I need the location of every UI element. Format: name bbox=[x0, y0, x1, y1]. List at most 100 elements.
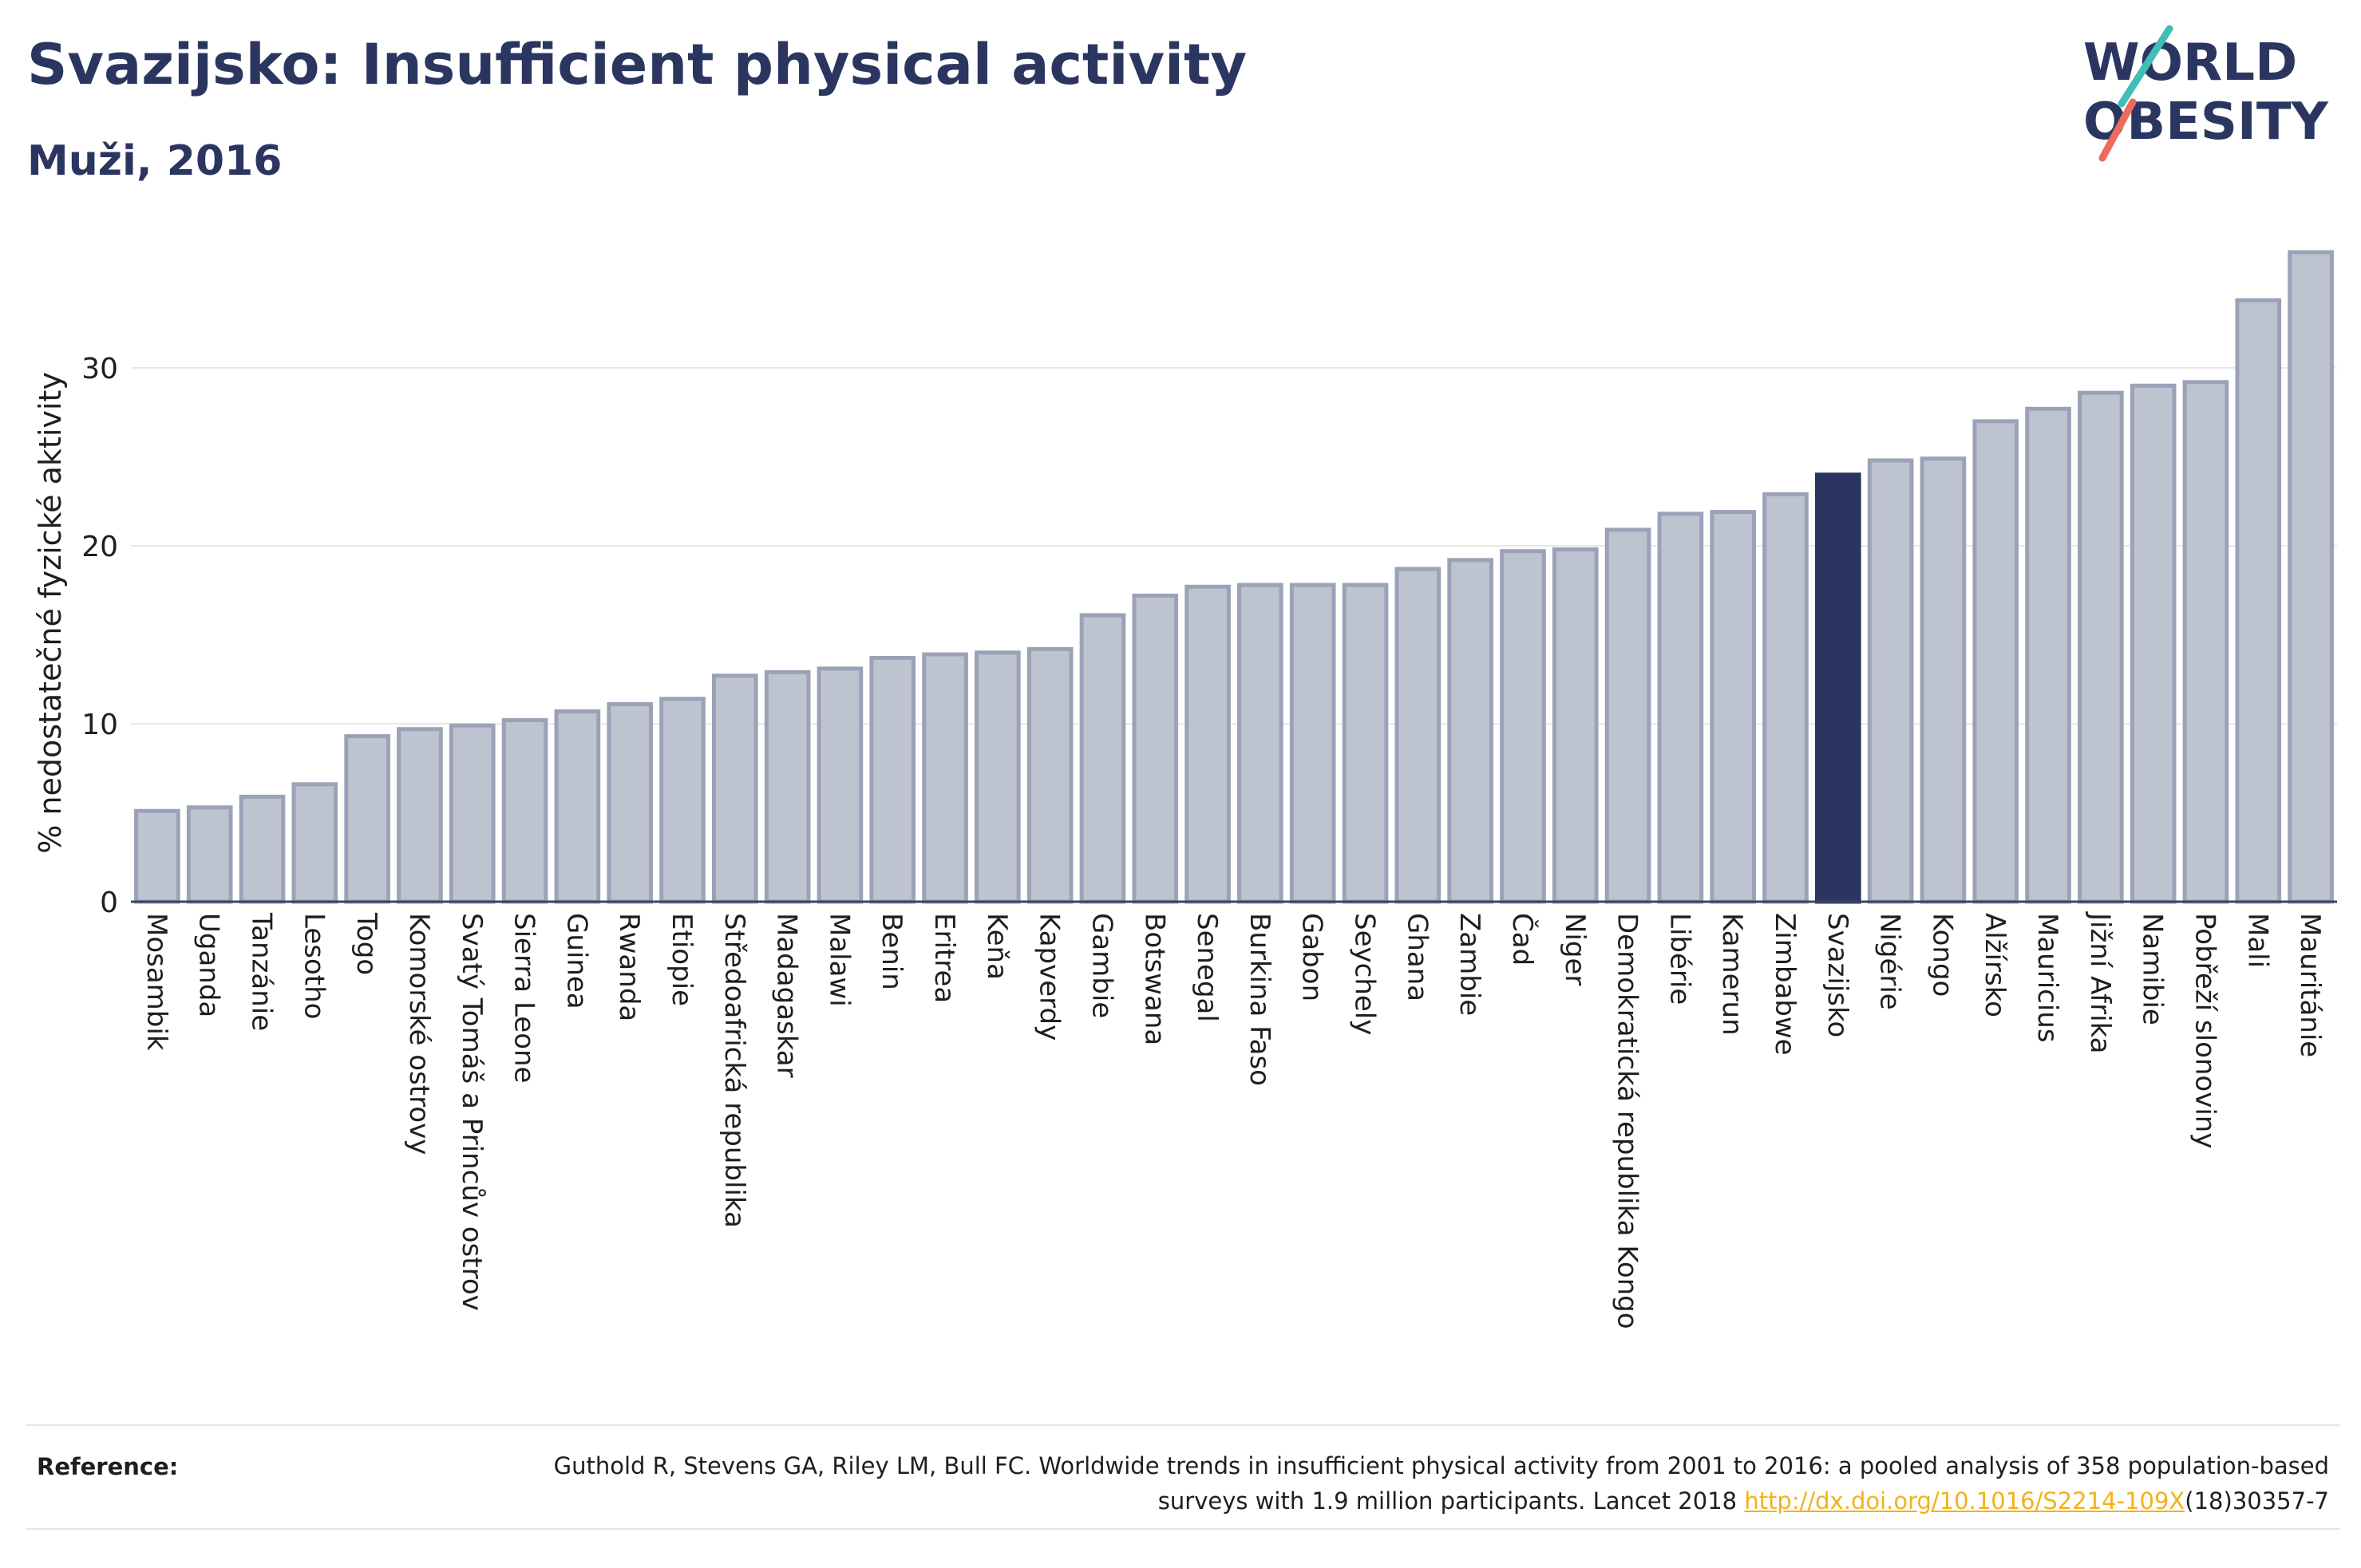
bar bbox=[1237, 583, 1283, 904]
x-tick-label: Uganda bbox=[193, 913, 225, 1017]
x-tick-label: Guinea bbox=[560, 913, 592, 1009]
bar-chart: 0 10 20 30 Mosambik Uganda Tanzánie Lesotho Togo… bbox=[33, 250, 2337, 1329]
x-tick-label: Burkina Faso bbox=[1244, 913, 1275, 1086]
bar bbox=[2235, 298, 2282, 904]
x-tick-label: Demokratická republika Kongo bbox=[1612, 913, 1643, 1329]
x-tick-label: Eritrea bbox=[928, 913, 960, 1003]
bar bbox=[711, 673, 758, 904]
x-tick-label: Kapverdy bbox=[1034, 913, 1066, 1041]
reference-label: Reference: bbox=[37, 1453, 179, 1480]
x-tick-label: Mosambik bbox=[140, 913, 172, 1051]
x-tick-label: Togo bbox=[350, 912, 382, 975]
bar bbox=[1867, 458, 1914, 904]
x-tick-label: Etiopie bbox=[666, 913, 698, 1006]
bar bbox=[501, 718, 548, 904]
x-tick-label: Mauritánie bbox=[2294, 913, 2326, 1057]
x-tick-label: Sierra Leone bbox=[508, 913, 540, 1083]
bar bbox=[1552, 547, 1599, 904]
y-tick-label: 30 bbox=[81, 353, 118, 385]
bar bbox=[397, 727, 443, 904]
bar bbox=[2130, 383, 2177, 904]
bar bbox=[1289, 583, 1336, 904]
x-tick-label: Kamerun bbox=[1716, 913, 1748, 1036]
bar bbox=[554, 709, 601, 904]
bar bbox=[1079, 613, 1126, 904]
bar bbox=[1184, 584, 1231, 904]
x-tick-label: Benin bbox=[876, 913, 908, 990]
x-tick-label: Ghana bbox=[1401, 913, 1433, 1001]
x-tick-label: Gabon bbox=[1296, 913, 1328, 1001]
bar bbox=[2025, 406, 2071, 904]
reference-doi-link[interactable]: http://dx.doi.org/10.1016/S2214-109X bbox=[1744, 1487, 2185, 1515]
x-tick-label: Rwanda bbox=[613, 913, 645, 1021]
logo-slash-teal bbox=[2118, 25, 2173, 108]
x-tick-label: Niger bbox=[1559, 913, 1591, 985]
x-tick-label: Botswana bbox=[1138, 913, 1170, 1045]
bar bbox=[1762, 492, 1809, 904]
grid-lines bbox=[131, 367, 2337, 725]
reference-footer: Reference: Guthold R, Stevens GA, Riley … bbox=[26, 1424, 2340, 1530]
x-tick-label: Jižní Afrika bbox=[2084, 911, 2116, 1054]
x-tick-label: Alžírsko bbox=[1979, 913, 2011, 1017]
bar bbox=[1657, 511, 1704, 904]
bar bbox=[1132, 593, 1179, 904]
x-tick-label: Pobřeží slonoviny bbox=[2189, 913, 2221, 1148]
x-tick-label: Kongo bbox=[1926, 913, 1958, 997]
bar bbox=[1447, 558, 1493, 904]
bar bbox=[449, 723, 496, 904]
x-tick-label: Mauricius bbox=[2031, 913, 2063, 1043]
bar bbox=[764, 669, 811, 904]
x-tick-label: Seychely bbox=[1349, 913, 1381, 1035]
bar bbox=[659, 697, 706, 904]
x-tick-label: Svatý Tomáš a Princův ostrov bbox=[456, 913, 488, 1311]
bar bbox=[2182, 380, 2229, 904]
x-tick-label: Libérie bbox=[1663, 913, 1695, 1005]
chart-subtitle: Muži, 2016 bbox=[27, 137, 283, 185]
world-obesity-logo: WORLD OBESITY bbox=[2083, 25, 2328, 162]
x-tick-label: Namibie bbox=[2137, 913, 2169, 1025]
bar bbox=[239, 794, 286, 904]
x-tick-label: Keňa bbox=[981, 913, 1013, 980]
y-axis-label: % nedostatečné fyzické aktivity bbox=[33, 372, 68, 854]
bar bbox=[1394, 567, 1442, 904]
bar bbox=[2288, 250, 2334, 904]
x-tick-label: Zimbabwe bbox=[1769, 913, 1801, 1056]
bar-highlighted bbox=[1814, 472, 1861, 904]
bar bbox=[344, 734, 390, 904]
bar bbox=[975, 650, 1021, 904]
bar bbox=[291, 782, 338, 904]
reference-text: Guthold R, Stevens GA, Riley LM, Bull FC… bbox=[493, 1448, 2329, 1519]
bar bbox=[869, 655, 916, 904]
logo-text-world: WORLD bbox=[2083, 34, 2297, 93]
logo-slash-coral bbox=[2098, 98, 2137, 162]
y-tick-label: 20 bbox=[81, 531, 118, 563]
x-tick-label: Mali bbox=[2241, 913, 2273, 968]
x-tick-label: Gambie bbox=[1086, 913, 1117, 1018]
x-tick-label: Madagaskar bbox=[771, 913, 803, 1078]
bar bbox=[607, 701, 654, 904]
bar bbox=[1972, 419, 2019, 904]
bar bbox=[2078, 390, 2124, 904]
bars bbox=[134, 250, 2334, 904]
x-tick-label: Nigérie bbox=[1874, 913, 1906, 1010]
x-tick-label: Senegal bbox=[1191, 913, 1223, 1022]
x-tick-label: Svazijsko bbox=[1821, 913, 1853, 1037]
bar bbox=[134, 808, 180, 904]
bar bbox=[1920, 456, 1967, 904]
bar bbox=[1026, 646, 1074, 904]
y-tick-label: 10 bbox=[81, 709, 118, 741]
x-tick-label: Zambie bbox=[1453, 913, 1485, 1016]
x-tick-label: Středoafrická republika bbox=[718, 913, 750, 1228]
bar bbox=[817, 666, 864, 904]
axes: 0 10 20 30 Mosambik Uganda Tanzánie Lesotho Togo… bbox=[81, 353, 2337, 1329]
bar bbox=[1342, 583, 1389, 904]
x-tick-label: Lesotho bbox=[298, 913, 330, 1019]
x-tick-label: Tanzánie bbox=[246, 912, 278, 1031]
x-tick-label: Malawi bbox=[823, 913, 855, 1007]
y-tick-label: 0 bbox=[100, 887, 118, 919]
bar bbox=[1710, 510, 1757, 904]
bar bbox=[1500, 549, 1546, 904]
bar bbox=[922, 652, 968, 904]
bar bbox=[1604, 527, 1651, 904]
bar bbox=[186, 805, 233, 904]
